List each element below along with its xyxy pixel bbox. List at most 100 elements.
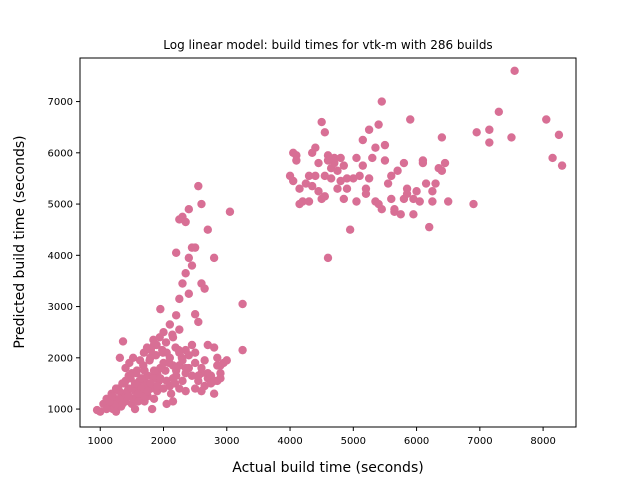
data-point xyxy=(194,317,203,327)
data-point xyxy=(108,392,118,401)
data-point xyxy=(364,125,374,134)
data-point xyxy=(209,343,219,352)
data-point xyxy=(387,194,396,204)
data-point xyxy=(134,389,143,398)
data-point xyxy=(494,107,504,117)
data-point xyxy=(184,351,194,360)
x-tick-label: 4000 xyxy=(277,436,302,447)
data-point xyxy=(166,389,176,398)
data-point xyxy=(121,376,130,386)
data-point xyxy=(165,353,175,363)
data-point xyxy=(181,217,190,227)
y-tick-label: 5000 xyxy=(48,200,73,211)
data-point xyxy=(557,161,567,170)
data-point xyxy=(115,353,125,363)
data-point xyxy=(402,189,412,199)
data-point xyxy=(399,158,409,168)
data-point xyxy=(137,374,146,383)
data-point xyxy=(387,171,396,181)
data-point xyxy=(152,381,162,391)
plot-frame xyxy=(79,57,577,428)
data-point xyxy=(200,381,209,391)
data-point xyxy=(181,386,190,396)
data-point xyxy=(184,253,194,263)
data-point xyxy=(323,156,333,165)
data-point xyxy=(554,130,564,140)
data-point xyxy=(178,279,187,288)
data-point xyxy=(485,125,494,134)
data-point xyxy=(301,179,311,188)
data-point xyxy=(542,115,551,124)
data-point xyxy=(194,181,203,191)
data-point xyxy=(342,184,352,193)
data-point xyxy=(216,374,225,383)
data-point xyxy=(406,115,415,124)
data-point xyxy=(507,133,516,142)
data-point xyxy=(162,376,171,386)
data-point xyxy=(289,148,298,158)
data-point xyxy=(225,207,235,216)
data-point xyxy=(175,294,184,304)
data-point xyxy=(314,187,323,196)
data-point xyxy=(374,199,383,209)
data-point xyxy=(421,179,431,188)
data-point xyxy=(190,348,200,357)
y-axis-ticks: 1000 2000 3000 4000 5000 6000 7000 xyxy=(48,97,80,416)
y-tick-label: 2000 xyxy=(48,353,73,364)
data-point xyxy=(415,197,424,206)
data-point xyxy=(396,210,405,219)
data-point xyxy=(187,340,197,350)
data-point xyxy=(181,363,190,373)
data-point xyxy=(127,368,137,378)
data-point xyxy=(311,171,320,181)
data-point xyxy=(333,184,342,193)
data-point xyxy=(352,197,361,206)
data-point xyxy=(130,379,140,388)
data-point xyxy=(431,179,440,188)
data-point xyxy=(437,166,447,175)
y-tick-label: 6000 xyxy=(48,148,73,159)
data-point xyxy=(197,363,206,373)
data-point xyxy=(336,153,345,163)
data-point xyxy=(135,356,145,365)
y-tick-label: 1000 xyxy=(48,405,73,416)
data-point xyxy=(165,320,175,329)
data-point xyxy=(295,184,304,193)
data-point xyxy=(209,376,219,386)
data-point xyxy=(361,184,371,193)
x-tick-label: 1000 xyxy=(88,436,113,447)
data-point xyxy=(307,148,317,158)
data-point xyxy=(472,128,481,137)
data-point xyxy=(171,371,181,380)
data-point xyxy=(307,181,317,191)
data-point xyxy=(130,404,140,414)
data-point xyxy=(320,128,330,137)
data-point xyxy=(184,289,194,298)
data-point xyxy=(197,199,206,209)
data-point xyxy=(143,386,152,396)
data-point xyxy=(314,158,323,168)
data-point xyxy=(355,171,364,181)
data-point xyxy=(358,161,367,170)
data-point xyxy=(444,197,453,206)
data-point xyxy=(111,407,121,416)
data-point xyxy=(159,327,168,337)
data-point xyxy=(393,166,402,175)
data-point xyxy=(200,284,209,293)
data-point xyxy=(134,397,143,406)
data-point xyxy=(440,158,450,168)
data-point xyxy=(380,156,390,165)
data-point xyxy=(147,404,157,414)
data-point xyxy=(146,379,156,388)
data-point xyxy=(418,158,428,168)
data-point xyxy=(292,156,301,165)
data-point xyxy=(345,225,355,234)
data-point xyxy=(178,376,187,386)
chart-title: Log linear model: build times for vtk-m … xyxy=(163,38,492,52)
data-point xyxy=(364,174,374,183)
data-point xyxy=(168,361,178,370)
data-point xyxy=(317,117,326,127)
data-point xyxy=(156,374,165,383)
data-point xyxy=(289,176,298,186)
data-point xyxy=(323,253,333,263)
